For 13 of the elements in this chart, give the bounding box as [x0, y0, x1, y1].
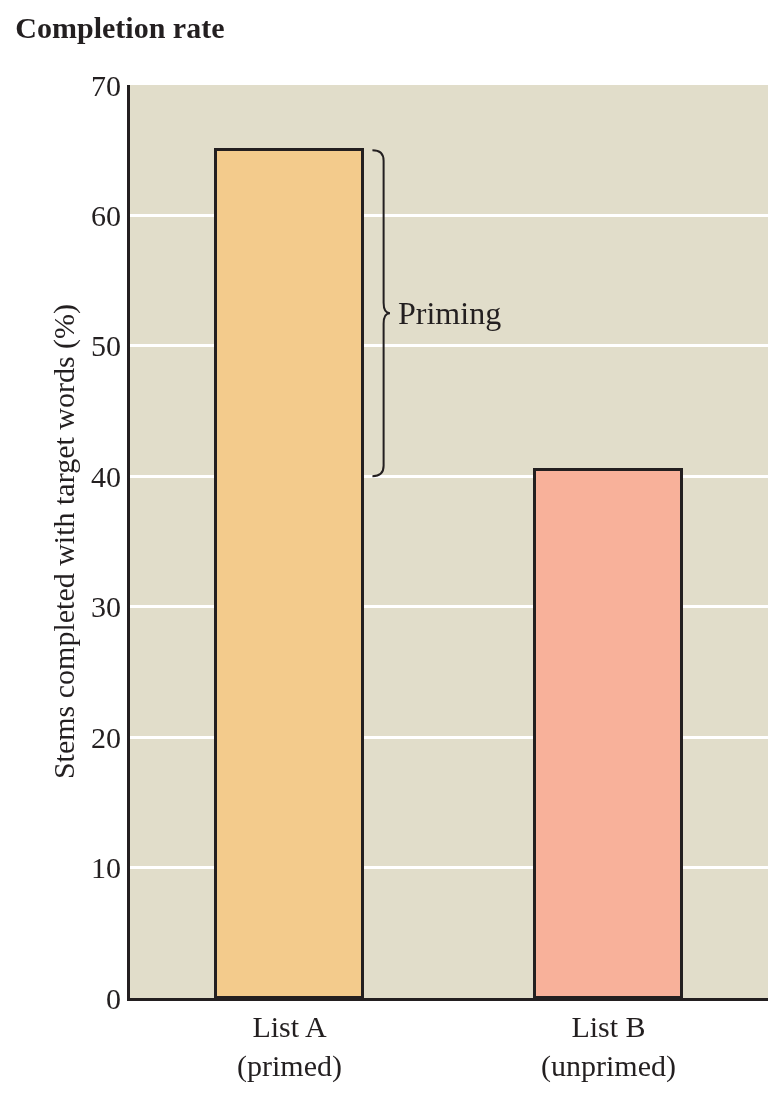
y-tick-label: 20	[91, 720, 121, 754]
annotation: Priming	[398, 295, 502, 331]
y-tick-label: 50	[91, 329, 121, 363]
x-tick-label: List A (primed)	[237, 1010, 342, 1083]
y-tick-label: 60	[91, 198, 121, 232]
chart-title: Completion rate	[15, 10, 225, 44]
y-axis-title: Stems completed with target words (%)	[47, 303, 81, 780]
x-tick-label: List B (unprimed)	[541, 1010, 676, 1083]
y-tick-label: 0	[106, 981, 121, 1015]
y-tick-label: 10	[91, 851, 121, 885]
y-tick-label: 40	[91, 459, 121, 493]
y-tick-label: 70	[91, 68, 121, 102]
y-tick-label: 30	[91, 590, 121, 624]
